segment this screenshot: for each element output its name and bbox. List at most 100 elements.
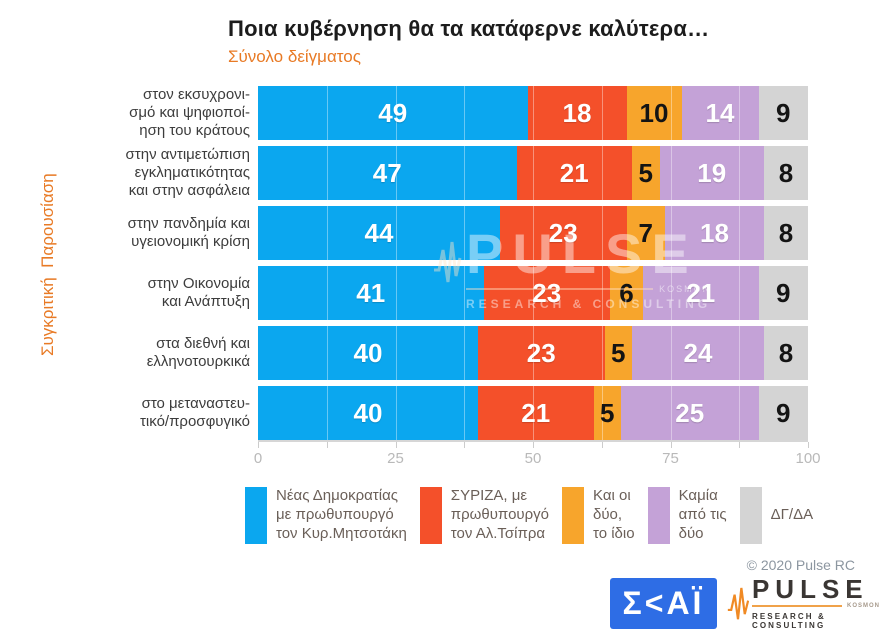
legend-item: ΣΥΡΙΖΑ, με πρωθυπουργό τον Αλ.Τσίπρα (419, 487, 549, 544)
stacked-bar: 41 23 6 21 9 (258, 266, 808, 320)
value-label: 41 (356, 277, 386, 308)
legend-label: Και οι δύο, το ίδιο (593, 487, 635, 542)
pulse-logo: PULSE KOSMON RESEARCH & CONSULTING (727, 576, 880, 630)
bar-segment: 23 (500, 206, 627, 260)
bar-segment: 21 (643, 266, 759, 320)
value-label: 40 (353, 337, 383, 368)
stacked-bar: 49 18 10 14 9 (258, 86, 808, 140)
legend-swatch (647, 487, 670, 544)
bar-row: στην πανδημία και υγειονομική κρίση 44 23 7… (80, 206, 808, 260)
legend-label: ΣΥΡΙΖΑ, με πρωθυπουργό τον Αλ.Τσίπρα (450, 487, 549, 542)
value-label: 8 (778, 217, 794, 248)
bar-segment: 6 (610, 266, 643, 320)
value-label: 23 (526, 337, 556, 368)
bar-row: στα διεθνή και ελληνοτουρκικά 40 23 5 24 8 (80, 326, 808, 380)
value-label: 9 (776, 277, 791, 308)
x-tick-label: 25 (387, 450, 404, 467)
bar-segment: 7 (626, 206, 665, 260)
stacked-bar: 40 21 5 25 9 (258, 386, 808, 440)
copyright-text: © 2020 Pulse RC (746, 557, 855, 573)
category-label: στην Οικονομία και Ανάπτυξη (147, 274, 250, 310)
value-label: 19 (697, 157, 727, 188)
bar-segment: 19 (659, 146, 764, 200)
value-label: 8 (778, 337, 794, 368)
bar-row: στην Οικονομία και Ανάπτυξη 41 23 6 21 9 (80, 266, 808, 320)
x-tick-label: 75 (662, 450, 679, 467)
bar-segment: 9 (758, 86, 808, 140)
x-tick-label: 100 (795, 450, 821, 467)
x-tick-mark (808, 442, 809, 448)
bar-segment: 9 (758, 266, 808, 320)
legend-label: Καμία από τις δύο (678, 487, 727, 542)
legend-swatch (245, 487, 267, 544)
bar-segment: 9 (758, 386, 808, 440)
value-label: 47 (372, 157, 402, 188)
bar-segment: 40 (258, 326, 478, 380)
legend-item: Νέας Δημοκρατίας με πρωθυπουργό τον Κυρ.… (245, 487, 407, 544)
value-label: 23 (548, 217, 578, 248)
x-tick-mark (670, 442, 672, 448)
x-tick-mark (395, 442, 397, 448)
skai-logo: Σ<ΑΪ (610, 578, 717, 629)
value-label: 5 (600, 397, 615, 428)
value-label: 9 (776, 397, 791, 428)
category-label: στην πανδημία και υγειονομική κρίση (127, 214, 250, 250)
legend-label: Νέας Δημοκρατίας με πρωθυπουργό τον Κυρ.… (276, 487, 407, 542)
bar-segment: 25 (621, 386, 759, 440)
value-label: 8 (778, 157, 794, 188)
legend-swatch (419, 487, 442, 544)
bar-segment: 23 (483, 266, 610, 320)
value-label: 7 (638, 217, 653, 248)
bar-segment: 18 (527, 86, 627, 140)
side-axis-label: Συγκριτική Παρουσίαση (38, 173, 57, 357)
category-label: στο μεταναστευ- τικό/προσφυγικό (140, 394, 250, 430)
bar-rows: στον εκσυχρονι- σμό και ψηφιοποί- ηση το… (80, 86, 808, 440)
value-label: 14 (705, 97, 735, 128)
category-label: στα διεθνή και ελληνοτουρκικά (146, 334, 250, 370)
bar-segment: 24 (632, 326, 764, 380)
value-label: 5 (638, 157, 653, 188)
value-label: 44 (364, 217, 394, 248)
legend-label: ΔΓ/ΔΑ (770, 506, 814, 524)
bar-segment: 5 (604, 326, 632, 380)
skai-logo-text: Σ<ΑΪ (622, 585, 705, 621)
category-label: στον εκσυχρονι- σμό και ψηφιοποί- ηση το… (129, 85, 250, 140)
value-label: 10 (639, 97, 669, 128)
bar-segment: 41 (258, 266, 484, 320)
x-tick-mark (739, 442, 741, 448)
bar-segment: 5 (632, 146, 660, 200)
x-axis: 0 25 50 75 100 (254, 440, 821, 472)
bar-segment: 49 (258, 86, 528, 140)
stacked-bar: 40 23 5 24 8 (258, 326, 808, 380)
bar-row: στην αντιμετώπιση εγκληματικότητας και σ… (80, 146, 808, 200)
legend-item: ΔΓ/ΔΑ (739, 487, 814, 544)
x-tick-label: 50 (524, 450, 542, 467)
value-label: 18 (562, 97, 592, 128)
bar-row: στον εκσυχρονι- σμό και ψηφιοποί- ηση το… (80, 86, 808, 140)
x-tick-mark (326, 442, 328, 448)
bar-segment: 18 (665, 206, 764, 260)
category-label: στην αντιμετώπιση εγκληματικότητας και σ… (125, 145, 250, 200)
bar-segment: 8 (764, 206, 808, 260)
stacked-bar: 44 23 7 18 8 (258, 206, 808, 260)
value-label: 23 (532, 277, 562, 308)
bar-segment: 21 (478, 386, 594, 440)
legend-swatch (739, 487, 762, 544)
value-label: 49 (378, 97, 408, 128)
value-label: 21 (521, 397, 551, 428)
value-label: 9 (776, 97, 791, 128)
bar-segment: 23 (478, 326, 605, 380)
chart-subtitle: Σύνολο δείγματος (228, 47, 361, 66)
pulse-logo-text: PULSE (751, 574, 869, 604)
value-label: 18 (700, 217, 729, 248)
page-title: Ποια κυβέρνηση θα τα κατάφερνε καλύτερα… (228, 16, 710, 41)
bar-segment: 47 (258, 146, 517, 200)
pulse-logo-small-text: KOSMON (847, 603, 880, 609)
x-tick-mark (258, 442, 259, 448)
value-label: 21 (686, 277, 716, 308)
bar-segment: 21 (516, 146, 632, 200)
bar-segment: 5 (593, 386, 621, 440)
x-tick-mark (533, 442, 534, 448)
x-tick-mark (601, 442, 603, 448)
bar-segment: 8 (764, 326, 808, 380)
